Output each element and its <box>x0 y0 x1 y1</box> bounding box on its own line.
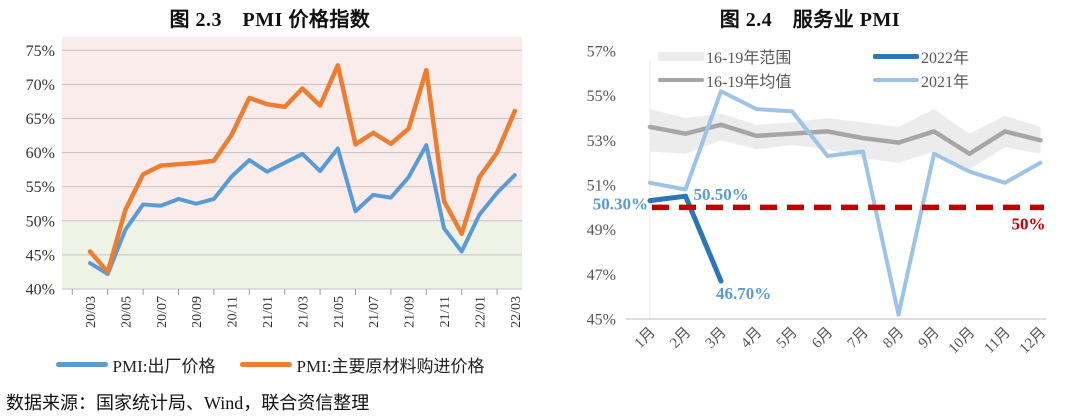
svg-text:51%: 51% <box>587 178 616 195</box>
svg-text:50%: 50% <box>26 213 55 230</box>
series-2021 <box>648 89 1043 317</box>
series-swatch-2022 <box>873 53 919 59</box>
svg-text:3月: 3月 <box>703 325 730 352</box>
svg-text:2月: 2月 <box>667 325 694 352</box>
svg-text:5月: 5月 <box>774 325 801 352</box>
svg-text:20/03: 20/03 <box>84 296 99 328</box>
series-swatch-mean <box>658 78 704 82</box>
svg-text:20/11: 20/11 <box>226 296 241 327</box>
svg-text:45%: 45% <box>26 247 55 264</box>
svg-text:6月: 6月 <box>809 325 836 352</box>
series-1 <box>87 63 518 275</box>
legend-label: 16-19年均值 <box>706 74 792 91</box>
legend-item-factory-price: PMI:出厂价格 <box>55 352 216 377</box>
series-swatch-range <box>658 51 704 61</box>
series-0 <box>88 143 517 276</box>
background-zones <box>62 36 522 289</box>
annotations: 50.30% 50.50% 46.70% 50% <box>593 185 1046 303</box>
svg-text:46.70%: 46.70% <box>716 284 771 303</box>
legend-label: PMI:出厂价格 <box>112 357 216 376</box>
svg-text:55%: 55% <box>587 88 616 105</box>
svg-text:40%: 40% <box>26 282 55 299</box>
x-axis-labels: 20/03 20/05 20/07 20/09 20/11 21/01 21/03 21/05… <box>84 296 524 328</box>
legend-item-2021: 2021年 <box>873 68 969 92</box>
svg-text:21/03: 21/03 <box>296 296 311 328</box>
legend-item-range: 16-19年范围 <box>658 44 873 68</box>
svg-text:1月: 1月 <box>632 325 659 352</box>
legend-right: 16-19年范围 2022年 16-19年均值 2021年 <box>658 44 969 92</box>
chart-title-left: 图 2.3 PMI 价格指数 <box>169 9 371 31</box>
svg-text:53%: 53% <box>587 133 616 150</box>
figure-services-pmi: 图 2.4 服务业 PMI 57% 55% 53% 51% 49% 47% 45% 1月 2月 3… <box>540 0 1080 420</box>
svg-text:50.50%: 50.50% <box>694 185 749 204</box>
series-lines <box>647 89 1043 317</box>
series-mean <box>647 122 1043 157</box>
legend-label: 2021年 <box>921 74 970 91</box>
svg-text:21/01: 21/01 <box>261 296 276 328</box>
legend-label: PMI:主要原材料购进价格 <box>296 357 485 376</box>
svg-text:49%: 49% <box>587 222 616 239</box>
svg-text:60%: 60% <box>26 145 55 162</box>
legend-item-2022: 2022年 <box>873 44 969 68</box>
figure-pmi-price-index: 图 2.3 PMI 价格指数 75% 70% 65% 60% 55% 50% 45% 40% 2… <box>0 9 540 377</box>
svg-text:21/05: 21/05 <box>332 296 347 328</box>
y-axis-labels: 75% 70% 65% 60% 55% 50% 45% 40% <box>26 43 55 299</box>
svg-text:20/07: 20/07 <box>155 296 170 328</box>
services-pmi-chart: 57%55%53%51%49%47%45%1月 2月 3月 4月 5月 6月 7月 8月 9月 1… <box>587 44 1050 358</box>
svg-text:11月: 11月 <box>982 325 1014 357</box>
y-axis-labels: 57% 55% 53% 51% 49% 47% 45% <box>587 44 616 329</box>
svg-text:9月: 9月 <box>916 325 943 352</box>
legend-left: PMI:出厂价格 PMI:主要原材料购进价格 <box>0 352 540 377</box>
svg-text:50.30%: 50.30% <box>593 195 648 214</box>
series-swatch-blue <box>55 362 108 367</box>
svg-text:70%: 70% <box>26 77 55 94</box>
legend-label: 2022年 <box>921 50 970 67</box>
svg-text:22/03: 22/03 <box>509 296 524 328</box>
svg-text:4月: 4月 <box>738 325 765 352</box>
svg-text:50%: 50% <box>1012 214 1046 233</box>
svg-text:21/11: 21/11 <box>438 296 453 327</box>
svg-text:55%: 55% <box>26 179 55 196</box>
svg-text:21/09: 21/09 <box>403 296 418 328</box>
svg-text:22/01: 22/01 <box>473 296 488 328</box>
legend-label: 16-19年范围 <box>706 50 792 67</box>
x-axis-labels: 1月 2月 3月 4月 5月 6月 7月 8月 9月 10月 11月 12月 <box>632 325 1050 358</box>
svg-text:12月: 12月 <box>1017 325 1050 358</box>
svg-text:75%: 75% <box>26 43 55 60</box>
series-swatch-2021 <box>873 78 919 82</box>
source-note: 数据来源：国家统计局、Wind，联合资信整理 <box>6 393 370 413</box>
chart-title-right: 图 2.4 服务业 PMI <box>719 9 901 31</box>
series-lines <box>87 63 518 276</box>
series-2022 <box>647 193 724 284</box>
range-band <box>650 109 1041 170</box>
svg-text:45%: 45% <box>587 312 616 329</box>
svg-text:8月: 8月 <box>880 325 907 352</box>
svg-text:20/05: 20/05 <box>119 296 134 328</box>
svg-text:57%: 57% <box>587 44 616 61</box>
svg-text:47%: 47% <box>587 267 616 284</box>
svg-text:20/09: 20/09 <box>190 296 205 328</box>
series-swatch-orange <box>239 362 292 367</box>
svg-text:21/07: 21/07 <box>367 296 382 328</box>
pmi-price-chart: 75%70%65%60%55%50%45%40%20/03 20/05 20/07 2… <box>26 36 524 328</box>
legend-item-mean: 16-19年均值 <box>658 68 873 92</box>
svg-text:10月: 10月 <box>946 325 979 358</box>
svg-text:7月: 7月 <box>845 325 872 352</box>
legend-item-raw-material-price: PMI:主要原材料购进价格 <box>239 352 485 377</box>
svg-text:65%: 65% <box>26 111 55 128</box>
